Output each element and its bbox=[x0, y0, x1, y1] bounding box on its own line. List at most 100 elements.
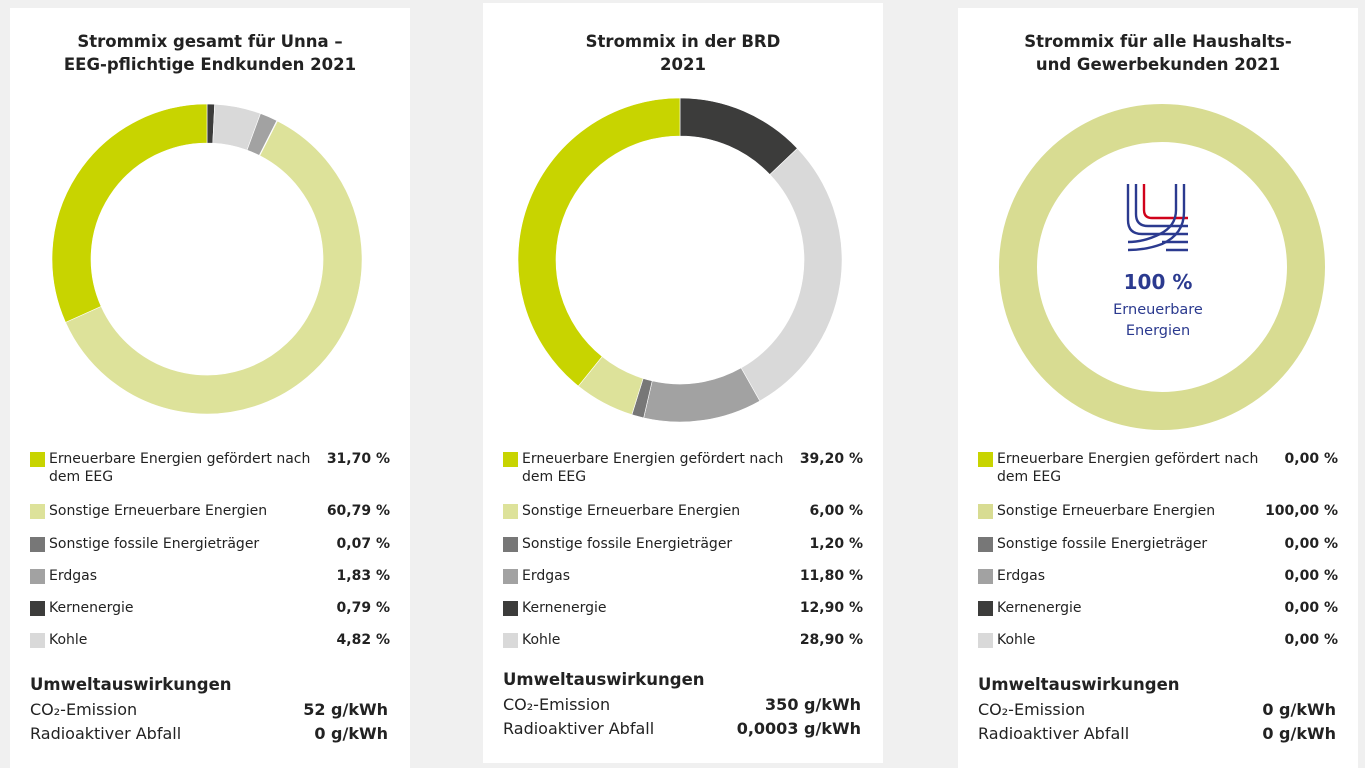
legend-swatch bbox=[503, 537, 518, 552]
legend-label: Kernenergie bbox=[49, 600, 134, 616]
legend-value: 4,82 % bbox=[336, 632, 390, 648]
legend-value: 6,00 % bbox=[809, 503, 863, 519]
legend-value: 12,90 % bbox=[799, 600, 863, 616]
legend-swatch bbox=[30, 569, 45, 584]
impact-title: Umweltauswirkungen bbox=[978, 675, 1180, 694]
center-text: Erneuerbare Energien bbox=[1113, 302, 1203, 339]
legend-label: Kernenergie bbox=[522, 600, 607, 616]
legend-swatch bbox=[978, 537, 993, 552]
impact-value: 0 g/kWh bbox=[1262, 724, 1336, 743]
impact-row: Radioaktiver Abfall 0 g/kWh bbox=[978, 724, 1336, 743]
logo bbox=[1126, 184, 1188, 252]
legend-value: 31,70 % bbox=[326, 451, 390, 467]
impact-value: 52 g/kWh bbox=[303, 700, 388, 719]
legend-label: Erdgas bbox=[49, 568, 98, 584]
legend-label: Erneuerbare Energien gefördert nach dem … bbox=[997, 451, 1259, 485]
legend-swatch bbox=[978, 452, 993, 467]
legend-swatch bbox=[503, 633, 518, 648]
legend-swatch bbox=[503, 601, 518, 616]
impact-label: CO₂-Emission bbox=[978, 700, 1086, 719]
legend-swatch bbox=[503, 504, 518, 519]
logo-line bbox=[1142, 184, 1188, 220]
donut-slice bbox=[740, 147, 843, 402]
donut bbox=[999, 104, 1325, 430]
legend-swatch bbox=[978, 569, 993, 584]
center-label: 100 % bbox=[1123, 270, 1193, 294]
chart-title: Strommix für alle Haushalts- und Gewerbe… bbox=[1024, 32, 1292, 74]
legend-label: Sonstige fossile Energieträger bbox=[997, 536, 1208, 552]
legend-swatch bbox=[30, 633, 45, 648]
impact-label: CO₂-Emission bbox=[503, 695, 611, 714]
donut-slice bbox=[51, 103, 208, 323]
legend-label: Erneuerbare Energien gefördert nach dem … bbox=[49, 451, 311, 485]
donut bbox=[517, 97, 843, 423]
donut-slice bbox=[65, 120, 363, 415]
legend-value: 0,79 % bbox=[336, 600, 390, 616]
donut-slice bbox=[517, 97, 681, 387]
impact-label: CO₂-Emission bbox=[30, 700, 138, 719]
legend-label: Kohle bbox=[522, 632, 561, 648]
legend-swatch bbox=[503, 452, 518, 467]
legend-label: Erneuerbare Energien gefördert nach dem … bbox=[522, 451, 784, 485]
panel: Strommix gesamt für Unna – EEG-pflichtig… bbox=[10, 8, 410, 768]
legend-label: Sonstige Erneuerbare Energien bbox=[997, 503, 1216, 519]
logo-line bbox=[1127, 184, 1178, 244]
impact-row: CO₂-Emission 52 g/kWh bbox=[30, 700, 388, 719]
legend-label: Kernenergie bbox=[997, 600, 1082, 616]
legend-value: 0,00 % bbox=[1284, 600, 1338, 616]
legend-swatch bbox=[30, 601, 45, 616]
logo-line bbox=[1127, 184, 1186, 252]
legend-value: 0,00 % bbox=[1284, 536, 1338, 552]
impact-value: 350 g/kWh bbox=[765, 695, 861, 714]
impact-title: Umweltauswirkungen bbox=[503, 670, 705, 689]
legend-value: 0,07 % bbox=[336, 536, 390, 552]
legend-label: Sonstige fossile Energieträger bbox=[49, 536, 260, 552]
impact-row: CO₂-Emission 350 g/kWh bbox=[503, 695, 861, 714]
impact-title: Umweltauswirkungen bbox=[30, 675, 232, 694]
chart-title: Strommix gesamt für Unna – EEG-pflichtig… bbox=[63, 32, 357, 74]
legend-swatch bbox=[978, 504, 993, 519]
impact-label: Radioaktiver Abfall bbox=[503, 719, 655, 738]
legend-label: Erdgas bbox=[997, 568, 1046, 584]
legend-label: Erdgas bbox=[522, 568, 571, 584]
impact-value: 0,0003 g/kWh bbox=[736, 719, 861, 738]
impact-row: Radioaktiver Abfall 0 g/kWh bbox=[30, 724, 388, 743]
legend-value: 0,00 % bbox=[1284, 451, 1338, 467]
legend-label: Sonstige fossile Energieträger bbox=[522, 536, 733, 552]
legend-value: 60,79 % bbox=[326, 503, 390, 519]
legend-value: 1,83 % bbox=[336, 568, 390, 584]
legend-value: 0,00 % bbox=[1284, 632, 1338, 648]
impact-row: Radioaktiver Abfall 0,0003 g/kWh bbox=[503, 719, 861, 738]
panel: Strommix für alle Haushalts- und Gewerbe… bbox=[958, 8, 1358, 768]
legend-swatch bbox=[30, 537, 45, 552]
legend-value: 39,20 % bbox=[799, 451, 863, 467]
donut-slice bbox=[999, 104, 1325, 430]
legend-swatch bbox=[30, 452, 45, 467]
impact-label: Radioaktiver Abfall bbox=[30, 724, 182, 743]
legend-swatch bbox=[30, 504, 45, 519]
legend-label: Kohle bbox=[997, 632, 1036, 648]
legend-value: 0,00 % bbox=[1284, 568, 1338, 584]
legend-label: Kohle bbox=[49, 632, 88, 648]
legend-value: 1,20 % bbox=[809, 536, 863, 552]
panel: Strommix in der BRD 2021 Erneuerbare Ener… bbox=[483, 3, 883, 763]
legend-value: 28,90 % bbox=[799, 632, 863, 648]
logo-line bbox=[1134, 184, 1188, 228]
legend-value: 100,00 % bbox=[1265, 503, 1338, 519]
legend-swatch bbox=[503, 569, 518, 584]
legend-swatch bbox=[978, 601, 993, 616]
legend-label: Sonstige Erneuerbare Energien bbox=[522, 503, 741, 519]
donut-slice bbox=[643, 367, 761, 423]
legend-label: Sonstige Erneuerbare Energien bbox=[49, 503, 268, 519]
impact-value: 0 g/kWh bbox=[1262, 700, 1336, 719]
impact-value: 0 g/kWh bbox=[314, 724, 388, 743]
donut-slice bbox=[679, 97, 798, 175]
chart-title: Strommix in der BRD 2021 bbox=[585, 32, 781, 74]
impact-label: Radioaktiver Abfall bbox=[978, 724, 1130, 743]
legend-value: 11,80 % bbox=[799, 568, 863, 584]
logo-line bbox=[1126, 184, 1188, 236]
legend-swatch bbox=[978, 633, 993, 648]
impact-row: CO₂-Emission 0 g/kWh bbox=[978, 700, 1336, 719]
donut bbox=[51, 103, 363, 415]
